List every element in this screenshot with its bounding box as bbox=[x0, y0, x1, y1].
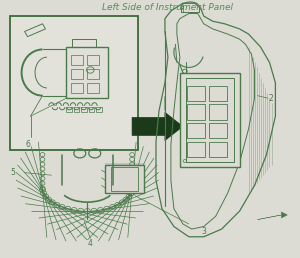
Bar bbox=[96, 107, 102, 112]
Polygon shape bbox=[47, 196, 154, 224]
Polygon shape bbox=[98, 158, 154, 241]
Bar bbox=[87, 83, 99, 93]
Polygon shape bbox=[38, 142, 47, 238]
Polygon shape bbox=[109, 152, 149, 241]
Polygon shape bbox=[16, 180, 108, 234]
Polygon shape bbox=[66, 180, 159, 234]
Polygon shape bbox=[118, 146, 143, 240]
Text: 4: 4 bbox=[88, 239, 93, 248]
Bar bbox=[71, 69, 83, 79]
Bar bbox=[71, 83, 83, 93]
Bar bbox=[111, 167, 138, 191]
Polygon shape bbox=[26, 204, 136, 218]
Text: Left Side of Instrument Panel: Left Side of Instrument Panel bbox=[102, 3, 233, 12]
Bar bbox=[180, 72, 240, 167]
Text: 5: 5 bbox=[10, 168, 15, 177]
Polygon shape bbox=[128, 142, 136, 238]
Polygon shape bbox=[25, 152, 66, 241]
Polygon shape bbox=[77, 172, 159, 238]
Polygon shape bbox=[88, 165, 157, 240]
Bar bbox=[187, 104, 205, 120]
Polygon shape bbox=[21, 196, 128, 224]
Bar bbox=[87, 55, 99, 65]
Bar bbox=[71, 55, 83, 65]
Text: 1: 1 bbox=[181, 6, 185, 15]
Bar bbox=[66, 107, 72, 112]
Text: 2: 2 bbox=[268, 94, 273, 103]
Bar bbox=[209, 123, 227, 139]
Bar bbox=[187, 142, 205, 157]
Text: 6: 6 bbox=[25, 140, 30, 149]
Polygon shape bbox=[257, 212, 287, 220]
Bar bbox=[87, 69, 99, 79]
Text: 3: 3 bbox=[201, 227, 206, 236]
Polygon shape bbox=[56, 188, 157, 230]
Bar bbox=[209, 142, 227, 157]
Polygon shape bbox=[16, 172, 98, 238]
Bar bbox=[187, 86, 205, 101]
Bar bbox=[209, 104, 227, 120]
Bar bbox=[105, 165, 144, 193]
Bar bbox=[89, 107, 94, 112]
Bar bbox=[209, 86, 227, 101]
Polygon shape bbox=[17, 165, 87, 240]
Polygon shape bbox=[39, 204, 149, 218]
Polygon shape bbox=[31, 146, 56, 240]
Bar bbox=[72, 39, 96, 47]
Polygon shape bbox=[17, 188, 118, 230]
Bar bbox=[74, 107, 79, 112]
Bar bbox=[66, 47, 108, 98]
Bar bbox=[81, 107, 87, 112]
Polygon shape bbox=[21, 158, 76, 241]
Polygon shape bbox=[132, 112, 183, 141]
Bar bbox=[187, 123, 205, 139]
Bar bbox=[10, 16, 138, 150]
Bar bbox=[186, 78, 234, 162]
